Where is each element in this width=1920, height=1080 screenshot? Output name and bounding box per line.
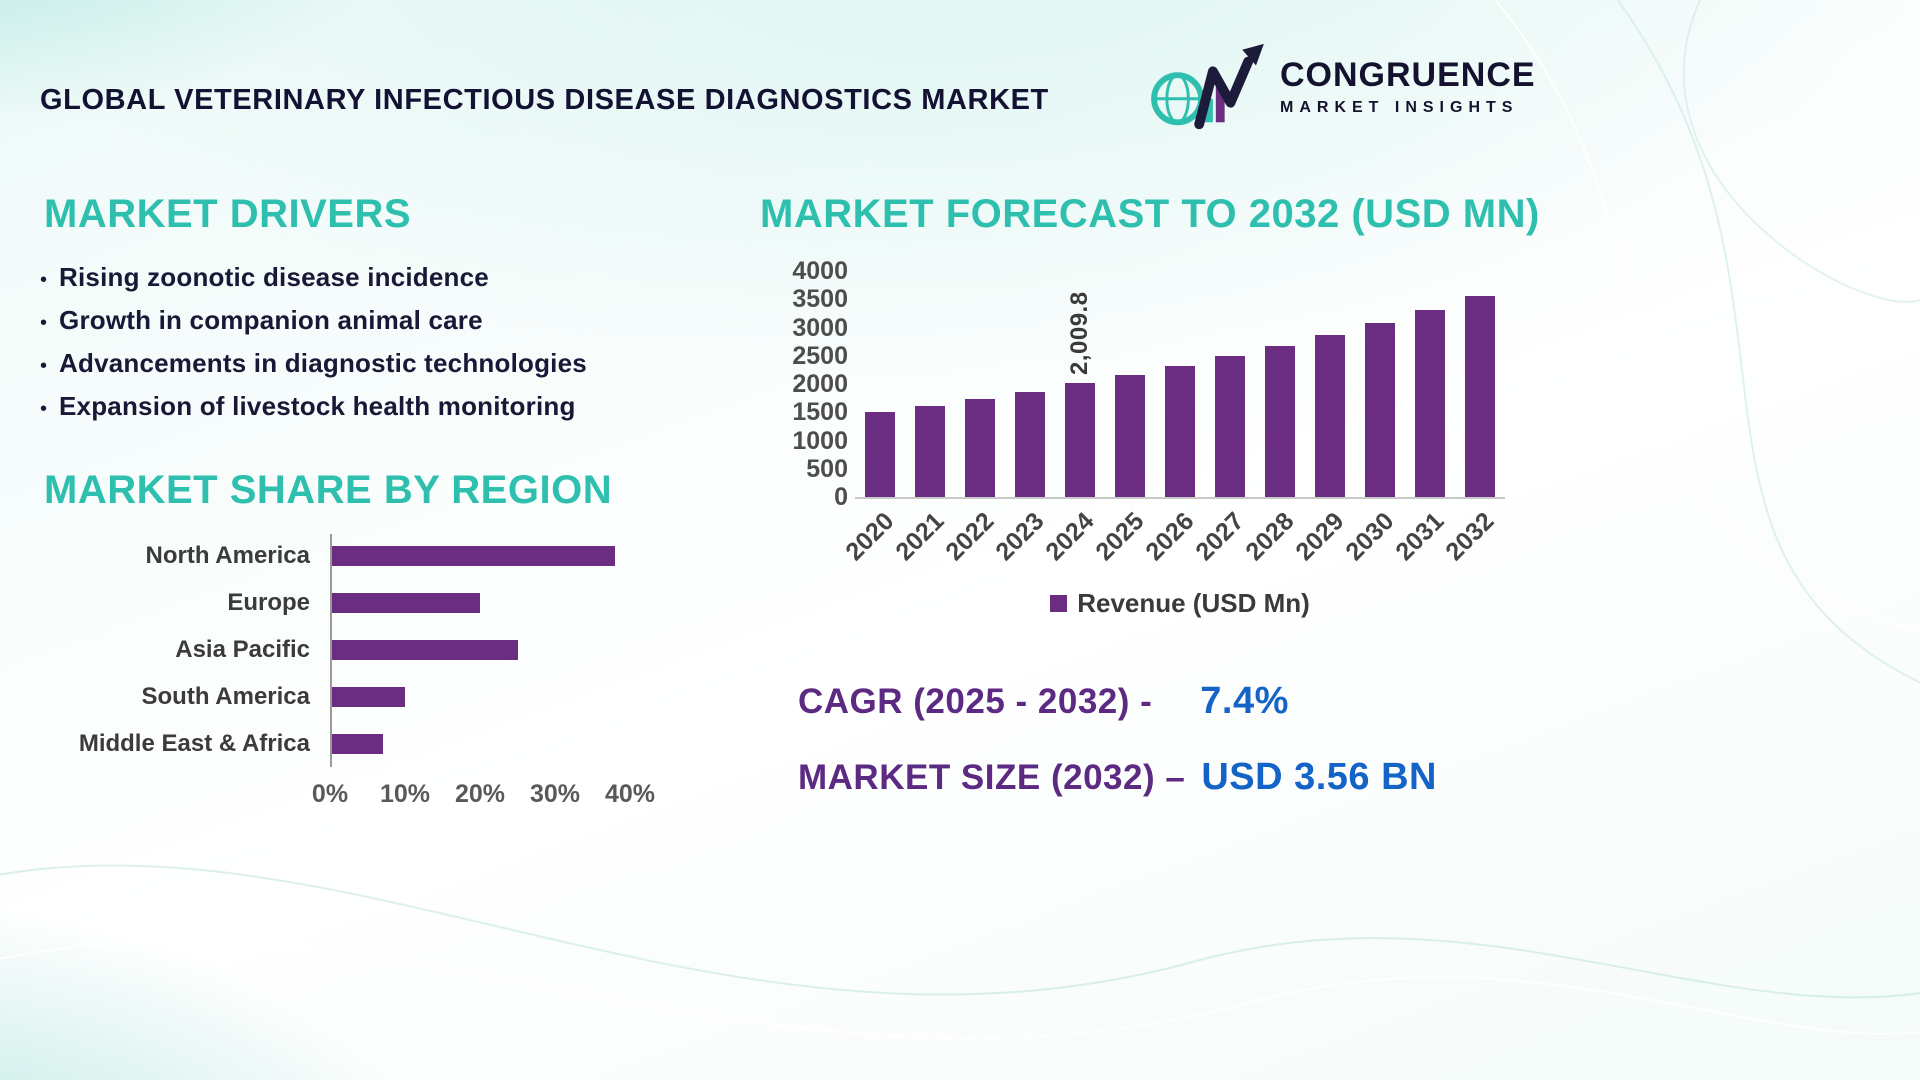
region-bar	[330, 639, 518, 660]
bullet-icon: •	[40, 269, 48, 291]
x-axis-year-label: 2029	[1290, 507, 1350, 567]
forecast-bar	[1315, 334, 1345, 497]
region-row: Middle East & Africa	[40, 720, 730, 767]
region-bar	[330, 592, 480, 613]
logo-tagline: MARKET INSIGHTS	[1280, 99, 1519, 116]
forecast-bar	[1365, 322, 1395, 497]
y-axis-tick: 0	[834, 483, 848, 511]
forecast-bar	[915, 406, 945, 497]
x-axis-year-label: 2028	[1240, 507, 1300, 567]
page-title: GLOBAL VETERINARY INFECTIOUS DISEASE DIA…	[40, 84, 1049, 116]
forecast-bar	[965, 399, 995, 497]
region-axis-tick: 40%	[604, 780, 656, 808]
driver-text: Rising zoonotic disease incidence	[59, 262, 489, 292]
y-axis-tick: 1000	[792, 426, 848, 455]
market-size-label: MARKET SIZE (2032) –	[798, 758, 1186, 797]
driver-item: • Expansion of livestock health monitori…	[40, 391, 587, 434]
region-axis-tick: 0%	[311, 780, 349, 808]
forecast-bar	[1015, 391, 1045, 497]
x-axis-year-label: 2030	[1340, 507, 1400, 567]
cagr-row: CAGR (2025 - 2032) - 7.4%	[798, 680, 1289, 723]
congruence-logo-icon	[1151, 43, 1264, 130]
driver-text: Expansion of livestock health monitoring	[59, 391, 576, 421]
forecast-bar	[1465, 296, 1495, 497]
region-row: South America	[40, 673, 730, 720]
bar-value-annotation: 2,009.8	[1066, 291, 1093, 376]
region-bar	[330, 733, 383, 754]
region-label: Middle East & Africa	[78, 729, 310, 757]
legend-swatch-icon	[1050, 595, 1068, 612]
region-bar	[330, 686, 405, 707]
forecast-bar	[865, 412, 895, 497]
region-row: Asia Pacific	[40, 626, 730, 673]
region-label: North America	[145, 541, 310, 569]
logo-brand-name: CONGRUENCE	[1280, 56, 1536, 94]
region-axis-ticks: 0% 10% 20% 30% 40%	[40, 780, 730, 814]
forecast-bar	[1065, 383, 1095, 497]
bullet-icon: •	[40, 398, 48, 420]
market-size-row: MARKET SIZE (2032) – USD 3.56 BN	[798, 756, 1437, 799]
legend-label: Revenue (USD Mn)	[1077, 588, 1310, 618]
y-axis-tick: 2000	[792, 370, 848, 398]
forecast-bar	[1265, 346, 1295, 497]
y-axis-tick: 2500	[792, 341, 848, 370]
y-axis-tick: 4000	[792, 257, 848, 285]
bullet-icon: •	[40, 355, 48, 377]
cagr-value: 7.4%	[1200, 680, 1289, 722]
x-axis-year-label: 2023	[990, 507, 1050, 567]
region-axis-tick: 10%	[379, 780, 431, 808]
market-size-value: USD 3.56 BN	[1201, 756, 1438, 798]
cagr-label: CAGR (2025 - 2032) -	[798, 682, 1153, 721]
driver-text: Growth in companion animal care	[59, 305, 483, 335]
region-axis-tick: 20%	[454, 780, 506, 808]
x-axis-year-label: 2022	[940, 507, 1000, 567]
region-row: North America	[40, 532, 730, 579]
forecast-bar	[1115, 375, 1145, 497]
y-axis-tick: 1500	[792, 398, 848, 427]
x-axis-year-label: 2027	[1190, 507, 1250, 567]
market-share-heading: MARKET SHARE BY REGION	[44, 468, 613, 512]
x-axis-year-label: 2020	[840, 507, 900, 567]
driver-item: • Rising zoonotic disease incidence	[40, 262, 587, 305]
market-forecast-heading: MARKET FORECAST TO 2032 (USD MN)	[760, 192, 1540, 236]
region-row: Europe	[40, 579, 730, 626]
driver-item: • Growth in companion animal care	[40, 305, 587, 348]
market-forecast-chart: Revenue (USD Mn) 4000 3500 3000 2500 2000 150…	[770, 250, 1540, 680]
forecast-bar	[1215, 356, 1245, 497]
chart-legend: Revenue (USD Mn)	[855, 588, 1505, 619]
forecast-bar	[1415, 309, 1445, 497]
region-axis-tick: 30%	[529, 780, 581, 808]
x-axis-line	[855, 497, 1505, 499]
market-share-by-region-chart: North America Europe Asia Pacific South Ame…	[40, 532, 730, 832]
x-axis-year-label: 2021	[890, 507, 950, 567]
bullet-icon: •	[40, 312, 48, 334]
driver-text: Advancements in diagnostic technologies	[59, 348, 587, 378]
region-label: Asia Pacific	[175, 635, 310, 663]
congruence-logo: CONGRUENCE MARKET INSIGHTS	[1148, 38, 1536, 136]
y-axis-tick: 3500	[792, 285, 848, 314]
x-axis-year-label: 2031	[1390, 507, 1450, 567]
region-label: South America	[141, 682, 310, 710]
region-label: Europe	[227, 588, 310, 616]
y-axis-tick: 3000	[792, 313, 848, 342]
market-drivers-heading: MARKET DRIVERS	[44, 192, 412, 236]
region-axis-line	[330, 534, 332, 767]
forecast-bar	[1165, 366, 1195, 497]
x-axis-year-label: 2026	[1140, 507, 1200, 567]
driver-item: • Advancements in diagnostic technologie…	[40, 348, 587, 391]
x-axis-year-label: 2024	[1040, 507, 1100, 567]
y-axis-tick: 500	[806, 454, 848, 483]
x-axis-year-label: 2032	[1440, 507, 1500, 567]
x-axis-year-label: 2025	[1090, 507, 1150, 567]
market-drivers-list: • Rising zoonotic disease incidence • Gr…	[40, 262, 587, 434]
region-bar	[330, 545, 615, 566]
